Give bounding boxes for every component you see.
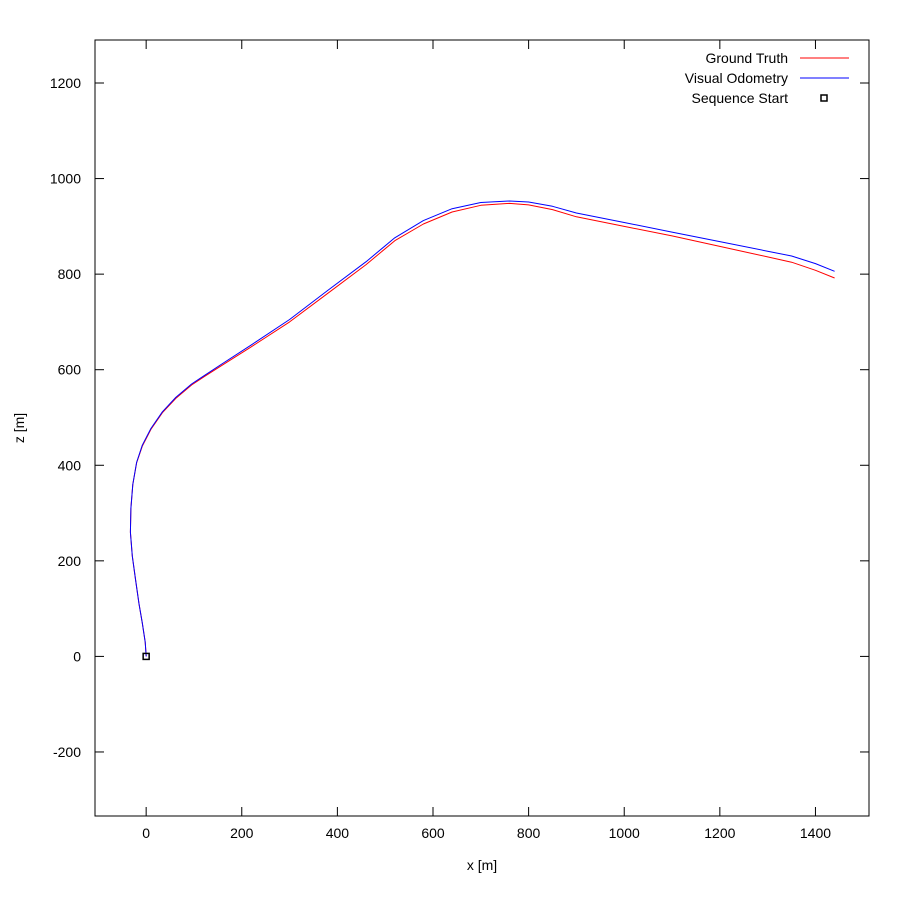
- x-tick-label: 1400: [800, 825, 831, 841]
- y-tick-label: 1000: [50, 171, 81, 187]
- y-tick-label: 400: [58, 457, 82, 473]
- series-layer: [129, 200, 835, 661]
- x-tick-label: 0: [142, 825, 150, 841]
- y-tick-label: 600: [58, 362, 82, 378]
- sequence-start-marker: [142, 652, 150, 661]
- x-tick-label: 400: [326, 825, 350, 841]
- sequence-start-legend-label: Sequence Start: [691, 90, 788, 106]
- visual-odometry-line: [129, 200, 835, 657]
- legend: Ground Truth Visual Odometry Sequence Star…: [685, 50, 849, 106]
- visual-odometry-legend-label: Visual Odometry: [685, 70, 788, 86]
- sequence-start-legend-marker: [820, 94, 828, 102]
- x-axis-title: x [m]: [467, 857, 497, 873]
- ground-truth-line: [129, 202, 835, 657]
- x-tick-label: 800: [517, 825, 541, 841]
- y-axis-title: z [m]: [11, 413, 27, 443]
- y-tick-label: -200: [53, 744, 81, 760]
- x-tick-label: 1200: [704, 825, 735, 841]
- plot-frame: [94, 39, 870, 817]
- ground-truth-legend-label: Ground Truth: [706, 50, 789, 66]
- y-tick-label: 0: [73, 648, 81, 664]
- axis-ticks: 0 200 400 600 800 1000 1200 1400 -200 0 200 400 600 8…: [50, 40, 869, 841]
- x-tick-label: 600: [421, 825, 445, 841]
- y-tick-label: 800: [58, 266, 82, 282]
- y-tick-label: 200: [58, 553, 82, 569]
- x-tick-label: 1000: [609, 825, 640, 841]
- y-tick-label: 1200: [50, 75, 81, 91]
- x-tick-label: 200: [230, 825, 254, 841]
